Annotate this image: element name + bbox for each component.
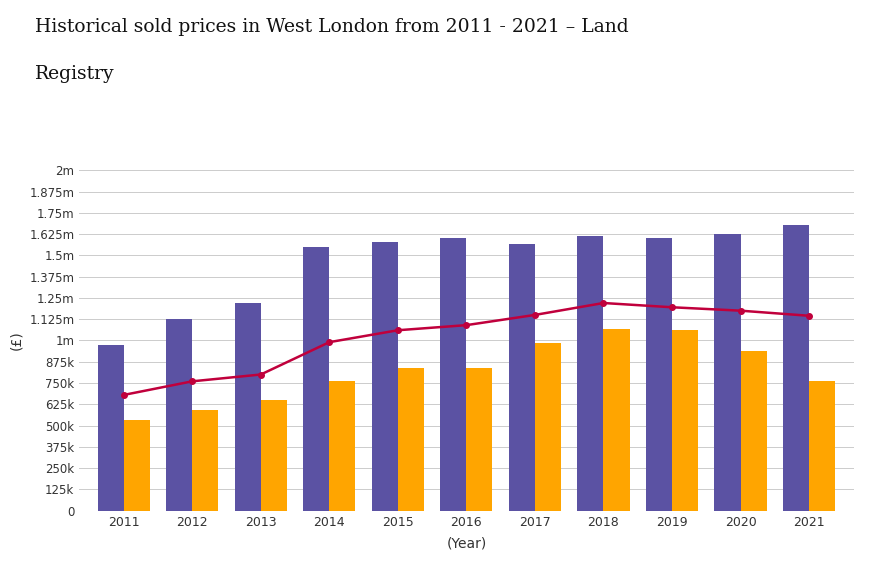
Bar bbox=[192, 410, 218, 511]
West London average bbox=[255, 371, 266, 378]
West London average bbox=[187, 378, 197, 385]
Bar bbox=[604, 329, 629, 511]
West London average bbox=[803, 312, 814, 319]
Bar bbox=[466, 367, 493, 511]
West London average bbox=[667, 303, 678, 311]
X-axis label: (Year): (Year) bbox=[446, 537, 487, 551]
Bar bbox=[124, 420, 150, 511]
Text: Historical sold prices in West London from 2011 - 2021 – Land: Historical sold prices in West London fr… bbox=[35, 18, 629, 36]
West London average bbox=[598, 299, 609, 306]
Bar bbox=[329, 382, 356, 511]
Bar bbox=[715, 234, 741, 511]
Y-axis label: (£): (£) bbox=[10, 330, 24, 350]
Bar bbox=[646, 238, 672, 511]
Bar bbox=[672, 330, 698, 511]
Bar bbox=[372, 242, 398, 511]
Bar bbox=[260, 400, 287, 511]
Text: Registry: Registry bbox=[35, 65, 114, 83]
Bar bbox=[809, 382, 835, 511]
West London average bbox=[530, 312, 540, 319]
Bar bbox=[98, 345, 124, 511]
West London average bbox=[461, 322, 472, 329]
Bar bbox=[535, 343, 561, 511]
West London average bbox=[119, 392, 129, 399]
Bar bbox=[741, 350, 766, 511]
Bar bbox=[783, 225, 809, 511]
Bar bbox=[166, 319, 192, 511]
Bar bbox=[304, 247, 329, 511]
West London average bbox=[736, 307, 746, 314]
Line: West London average: West London average bbox=[121, 300, 812, 398]
Bar bbox=[440, 238, 466, 511]
West London average bbox=[324, 339, 334, 346]
Bar bbox=[235, 303, 260, 511]
Legend: Houses, Flats, West London average: Houses, Flats, West London average bbox=[297, 586, 635, 587]
West London average bbox=[392, 327, 403, 334]
Bar bbox=[577, 236, 604, 511]
Bar bbox=[509, 244, 535, 511]
Bar bbox=[398, 367, 424, 511]
